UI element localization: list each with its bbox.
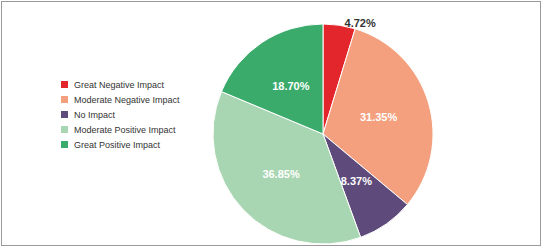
svg-text:8.37%: 8.37% — [341, 175, 372, 187]
svg-text:Moderate Negative Impact: Moderate Negative Impact — [74, 95, 180, 105]
svg-text:No Impact: No Impact — [74, 110, 116, 120]
svg-text:31.35%: 31.35% — [360, 111, 398, 123]
svg-text:18.70%: 18.70% — [272, 80, 310, 92]
svg-text:36.85%: 36.85% — [262, 168, 300, 180]
svg-text:Great Positive Impact: Great Positive Impact — [74, 140, 161, 150]
svg-text:4.72%: 4.72% — [345, 17, 376, 29]
svg-text:Moderate Positive Impact: Moderate Positive Impact — [74, 125, 176, 135]
svg-text:Great Negative Impact: Great Negative Impact — [74, 80, 165, 90]
